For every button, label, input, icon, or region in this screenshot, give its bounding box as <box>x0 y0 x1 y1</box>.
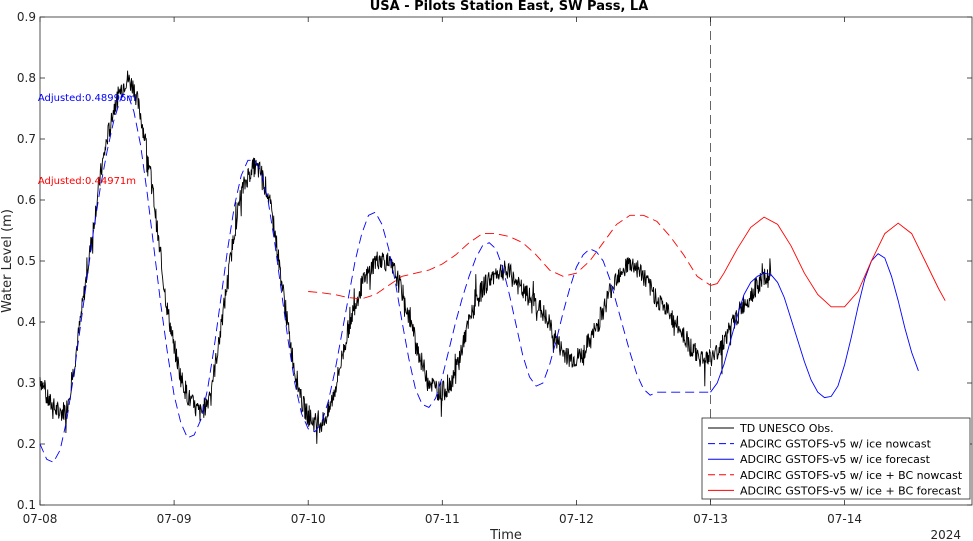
year-label: 2024 <box>930 528 961 541</box>
adjusted-annotation: Adjusted:0.44971m <box>38 176 136 187</box>
y-tick-label: 0.1 <box>17 498 36 512</box>
legend-entry: ADCIRC GSTOFS-v5 w/ ice forecast <box>740 453 931 466</box>
y-tick-label: 0.4 <box>17 315 36 329</box>
x-tick-label: 07-10 <box>291 512 326 526</box>
y-tick-label: 0.8 <box>17 71 36 85</box>
legend-entry: TD UNESCO Obs. <box>739 422 834 435</box>
annotations: Adjusted:0.48996m Adjusted:0.44971m <box>38 93 136 187</box>
x-axis-label: Time <box>489 528 522 541</box>
series-line-1 <box>39 92 711 463</box>
x-tick-label: 07-13 <box>693 512 728 526</box>
y-tick-label: 0.3 <box>17 376 36 390</box>
x-tick-label: 07-14 <box>827 512 862 526</box>
adjusted-annotation: Adjusted:0.48996m <box>38 93 136 104</box>
y-tick-label: 0.9 <box>17 10 36 24</box>
legend-box <box>701 417 971 500</box>
y-axis-label: Water Level (m) <box>0 209 15 313</box>
x-tick-label: 07-12 <box>559 512 594 526</box>
x-tick-label: 07-08 <box>23 512 58 526</box>
chart-title: USA - Pilots Station East, SW Pass, LA <box>370 0 649 14</box>
x-tick-label: 07-11 <box>425 512 460 526</box>
legend: TD UNESCO Obs. ADCIRC GSTOFS-v5 w/ ice no… <box>701 417 971 500</box>
series-line-4 <box>710 216 946 308</box>
legend-entry: ADCIRC GSTOFS-v5 w/ ice + BC nowcast <box>740 469 963 482</box>
series-line-2 <box>710 253 919 399</box>
y-tick-label: 0.6 <box>17 193 36 207</box>
series-line-0 <box>39 70 772 444</box>
y-tick-label: 0.5 <box>17 254 36 268</box>
series-layer <box>39 70 946 463</box>
x-tick-label: 07-09 <box>157 512 192 526</box>
axis-ticks: 07-08 07-09 07-10 07-11 07-12 07-13 07-14 0.1 0.… <box>17 10 972 526</box>
y-tick-label: 0.7 <box>17 132 36 146</box>
legend-entry: ADCIRC GSTOFS-v5 w/ ice nowcast <box>740 438 932 451</box>
legend-entry: ADCIRC GSTOFS-v5 w/ ice + BC forecast <box>740 484 962 497</box>
y-tick-label: 0.2 <box>17 437 36 451</box>
series-line-3 <box>308 214 711 300</box>
